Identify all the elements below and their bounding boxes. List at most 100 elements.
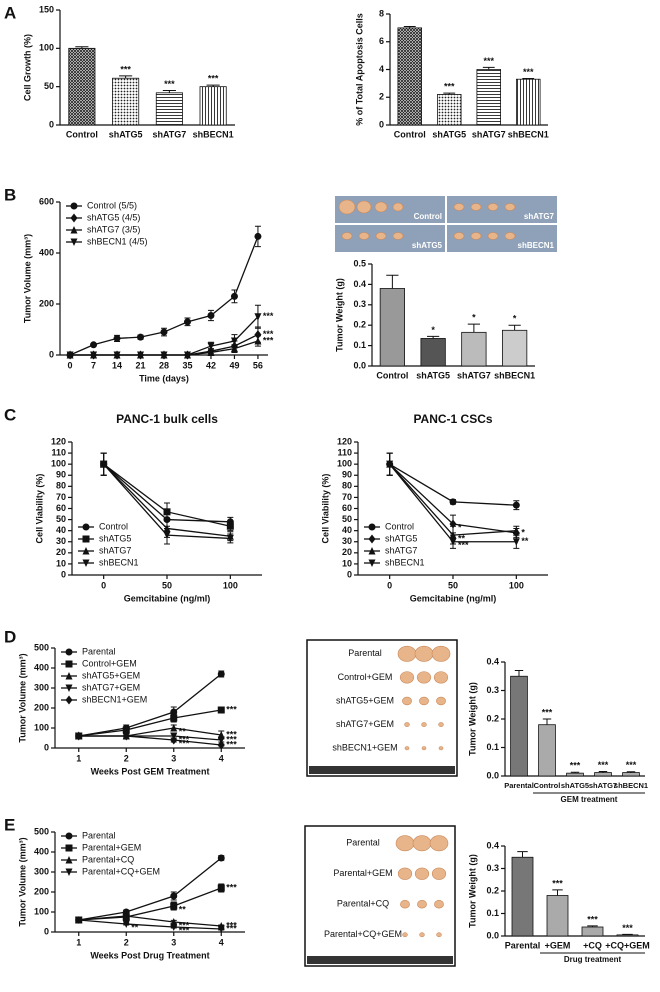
y-axis-label: Tumor Volume (mm³) [17, 837, 27, 926]
point [207, 342, 215, 351]
y-tick-label: 0 [49, 349, 54, 359]
photo-label: shBECN1+GEM [332, 743, 397, 753]
significance: * [472, 313, 476, 323]
point [254, 336, 262, 345]
panel-label: A [4, 3, 16, 22]
bar [436, 94, 462, 126]
photo-tile [447, 225, 557, 252]
tumor [404, 722, 410, 727]
x-tick-label: shATG5 [109, 129, 143, 139]
y-axis-label: Cell Viability (%) [320, 474, 330, 544]
tumor [438, 722, 444, 727]
tumor [402, 696, 412, 706]
point [217, 706, 225, 714]
x-tick-label: 21 [136, 360, 146, 370]
legend-marker [65, 660, 73, 668]
y-tick-label: 10 [56, 558, 66, 568]
line [78, 735, 222, 746]
tumor [356, 200, 372, 214]
x-axis-label: Weeks Post Drug Treatment [90, 950, 209, 960]
point [183, 318, 191, 326]
legend-marker [65, 856, 73, 864]
legend-marker [65, 672, 73, 680]
point [170, 724, 178, 732]
point [254, 232, 262, 240]
significance: * [458, 522, 462, 532]
x-axis-label: GEM treatment [561, 795, 618, 804]
significance: *** [263, 311, 274, 321]
line [78, 919, 222, 930]
tumor [470, 203, 482, 211]
point [449, 538, 457, 546]
y-tick-label: 50 [44, 81, 54, 91]
y-tick-label: 0.4 [486, 840, 499, 850]
significance: * [513, 314, 517, 324]
significance: *** [626, 760, 637, 770]
y-axis-label: Tumor Volume (mm³) [17, 653, 27, 742]
y-tick-label: 0 [49, 119, 54, 129]
legend-marker [65, 648, 73, 656]
x-tick-label: shATG5 [561, 781, 589, 790]
point [113, 334, 121, 342]
point [386, 460, 394, 469]
y-tick-label: 0.3 [486, 863, 499, 873]
significance: *** [622, 923, 633, 933]
point [75, 731, 83, 741]
x-tick-label: +CQ [583, 940, 602, 950]
x-tick-label: shATG5 [432, 129, 466, 139]
point [226, 522, 234, 530]
point [75, 916, 83, 924]
point [226, 534, 234, 543]
tumor [431, 867, 447, 880]
y-tick-label: 0.1 [486, 742, 499, 752]
significance: ** [179, 726, 187, 736]
y-tick-label: 500 [34, 826, 49, 836]
point [100, 460, 108, 469]
legend-label: Parental [82, 830, 116, 840]
bar [420, 338, 446, 367]
tumor [374, 201, 388, 213]
significance: ** [131, 922, 139, 932]
y-tick-label: 4 [379, 64, 384, 74]
x-tick-label: 100 [223, 580, 238, 590]
legend-marker [65, 844, 73, 852]
point [512, 501, 520, 509]
significance: *** [263, 335, 274, 345]
legend-label: Control+GEM [82, 658, 137, 668]
error-bar [522, 78, 535, 80]
tumor [412, 835, 432, 852]
error-bar [162, 90, 176, 93]
tumor [453, 232, 465, 240]
bar [476, 69, 501, 126]
x-axis-label: Gemcitabine (ng/ml) [124, 593, 211, 603]
y-tick-label: 90 [342, 470, 352, 480]
significance: *** [523, 67, 534, 77]
x-tick-label: Parental [505, 940, 541, 950]
x-tick-label: 50 [448, 580, 458, 590]
tumor [434, 900, 444, 909]
photo-frame [304, 825, 456, 967]
photo-label: Control [414, 212, 442, 221]
bar [112, 77, 140, 126]
y-tick-label: 100 [51, 459, 66, 469]
y-tick-label: 0.4 [353, 279, 366, 289]
bar [594, 772, 612, 777]
point [217, 736, 225, 744]
y-axis-label: % of Total Apoptosis Cells [354, 13, 364, 126]
x-tick-label: 56 [253, 360, 263, 370]
y-tick-label: 60 [342, 503, 352, 513]
significance: *** [226, 704, 237, 714]
tumor [395, 835, 415, 852]
point [66, 351, 74, 359]
y-tick-label: 0 [61, 569, 66, 579]
legend-marker [368, 559, 376, 567]
point [207, 348, 215, 356]
x-tick-label: 1 [76, 753, 81, 763]
y-tick-label: 30 [56, 536, 66, 546]
legend-label: shATG5 [99, 533, 131, 543]
error-bar [517, 851, 528, 858]
y-tick-label: 50 [56, 514, 66, 524]
y-tick-label: 400 [39, 247, 54, 257]
point [137, 333, 145, 341]
significance: * [431, 325, 435, 335]
